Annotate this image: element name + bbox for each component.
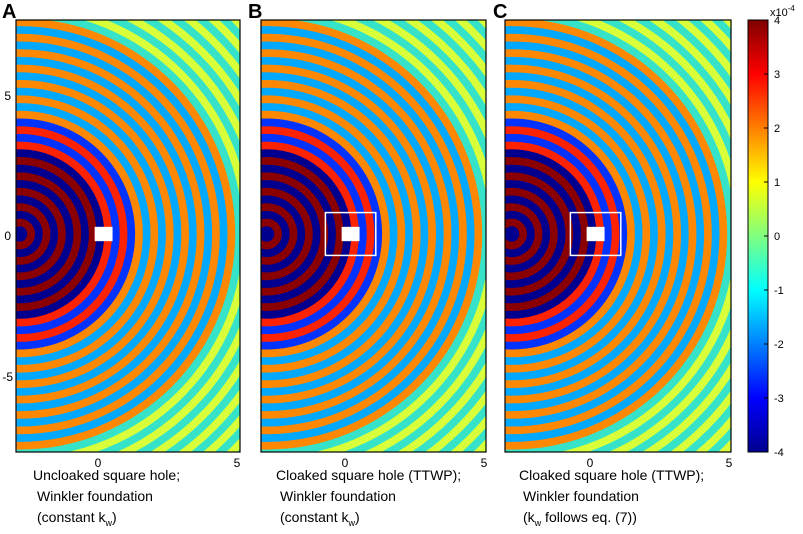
field-a: [16, 20, 240, 452]
panel-a-ytick-5: 5: [4, 89, 11, 103]
caption-a-line2: Winkler foundation: [37, 488, 153, 504]
caption-c-line2: Winkler foundation: [523, 488, 639, 504]
caption-c: Cloaked square hole (TTWP); Winkler foun…: [519, 465, 704, 534]
panel-b-label: B: [248, 1, 262, 23]
caption-a-line1: Uncloaked square hole;: [33, 467, 181, 483]
panel-b-xtick-0: 0: [342, 456, 349, 470]
cloak-boundary: [569, 211, 622, 257]
panel-a-frame: [15, 19, 241, 453]
square-hole: [94, 226, 113, 242]
wave-source: [16, 231, 23, 237]
colorbar-tick-label: 3: [774, 69, 780, 81]
panel-a-xtick-0: 0: [95, 456, 102, 470]
panel-a-xtick-5: 5: [234, 456, 241, 470]
cloak-boundary: [324, 211, 377, 257]
colorbar: x10-4 4 3 2 1 0 -1 -2 -3 -4: [747, 4, 795, 459]
caption-b: Cloaked square hole (TTWP); Winkler foun…: [276, 465, 461, 534]
panel-a: A 0 5 5 0 -5: [2, 1, 241, 470]
panel-b: B 0 5: [248, 1, 488, 470]
colorbar-tick-label: 2: [774, 123, 780, 135]
field-b: [261, 20, 486, 452]
caption-b-line3: (constant kw): [280, 509, 360, 528]
wave-source: [508, 231, 515, 237]
caption-a: Uncloaked square hole; Winkler foundatio…: [33, 465, 180, 534]
colorbar-tick-label: -3: [774, 393, 784, 405]
wave-source: [263, 231, 270, 237]
panel-a-ytick-0: 0: [4, 229, 11, 243]
panel-c-xtick-0: 0: [587, 456, 594, 470]
panel-c-xtick-5: 5: [726, 456, 733, 470]
colorbar-tick-label: 4: [774, 15, 780, 27]
panel-a-ytick-neg5: -5: [2, 370, 13, 384]
square-hole: [586, 226, 605, 242]
colorbar-tick-label: -1: [774, 285, 784, 297]
caption-c-line1: Cloaked square hole (TTWP);: [519, 467, 705, 483]
caption-a-line3: (constant kw): [37, 509, 117, 528]
square-hole: [341, 226, 360, 242]
colorbar-tick-label: -2: [774, 339, 784, 351]
panel-a-label: A: [2, 1, 16, 23]
panel-c-frame: [504, 19, 732, 453]
colorbar-exponent: x10-4: [770, 4, 795, 19]
caption-b-line1: Cloaked square hole (TTWP);: [276, 467, 462, 483]
caption-c-line3: (kw follows eq. (7)): [523, 509, 637, 528]
caption-b-line2: Winkler foundation: [280, 488, 396, 504]
panel-c: C 0 5: [493, 1, 733, 470]
panel-b-frame: [260, 19, 487, 453]
field-c: [505, 20, 731, 452]
panel-c-label: C: [493, 1, 507, 23]
panel-b-xtick-5: 5: [481, 456, 488, 470]
colorbar-ticks: 4 3 2 1 0 -1 -2 -3 -4: [764, 15, 784, 459]
colorbar-tick-label: 0: [774, 231, 780, 243]
colorbar-tick-label: -4: [774, 447, 784, 459]
colorbar-tick-label: 1: [774, 177, 780, 189]
